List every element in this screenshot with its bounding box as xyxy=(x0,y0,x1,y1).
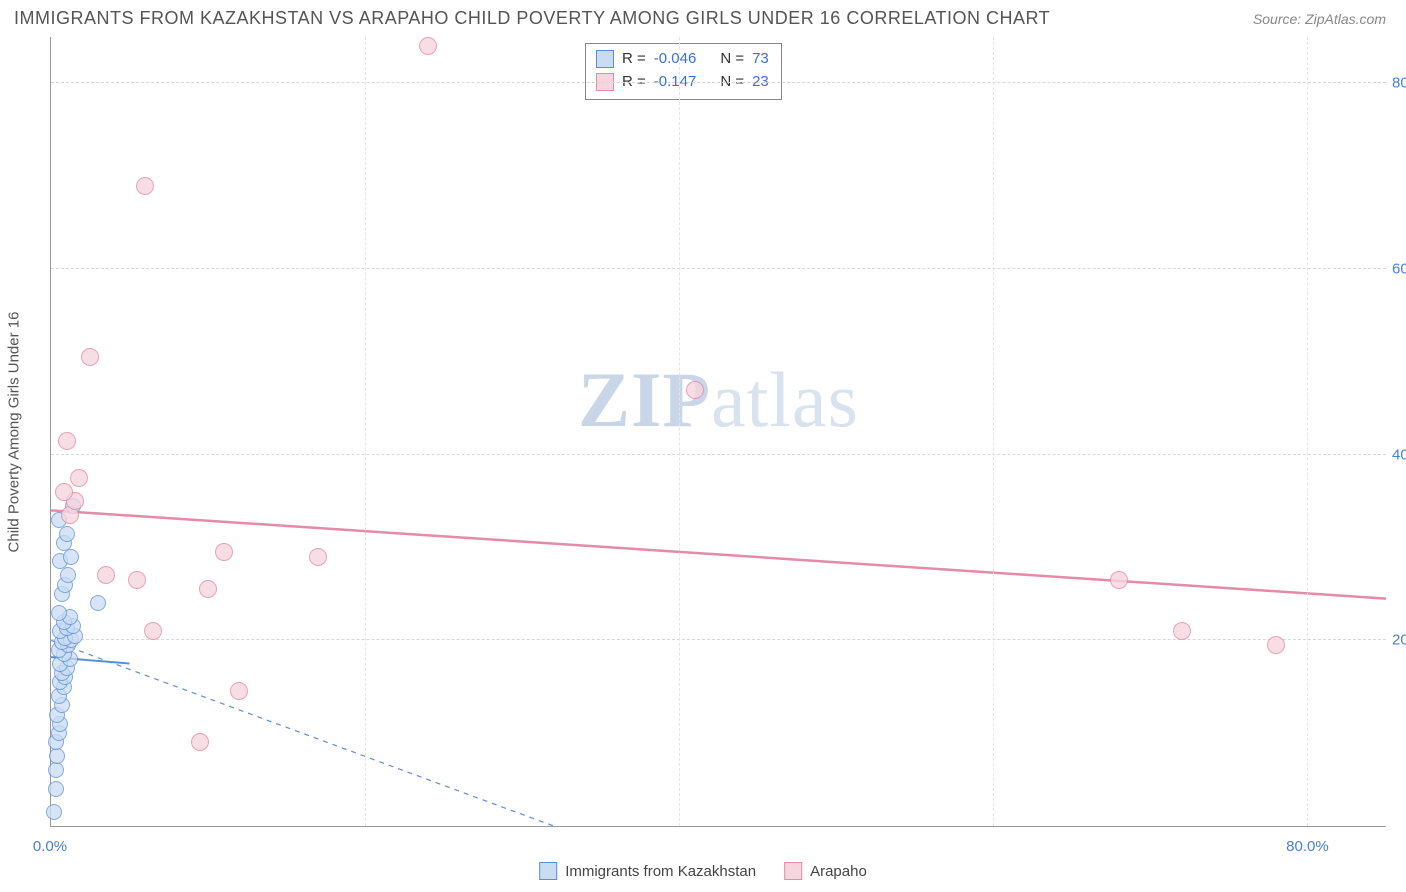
data-point-arapaho xyxy=(58,432,76,450)
legend-r-value: -0.046 xyxy=(654,48,697,71)
y-tick-label: 80.0% xyxy=(1392,75,1406,92)
series-legend: Immigrants from Kazakhstan Arapaho xyxy=(539,862,867,880)
x-tick-max: 80.0% xyxy=(1286,838,1329,855)
correlation-legend: R =-0.046N =73R = -0.147N =23 xyxy=(585,43,782,100)
data-point-arapaho xyxy=(55,483,73,501)
trendline-arapaho xyxy=(51,510,1386,598)
data-point-arapaho xyxy=(215,543,233,561)
trendline-dash-kazakhstan xyxy=(51,640,554,826)
plot-region: ZIPatlas R =-0.046N =73R = -0.147N =23 2… xyxy=(50,37,1386,827)
data-point-kazakhstan xyxy=(48,781,64,797)
data-point-arapaho xyxy=(1110,571,1128,589)
legend-n-label: N = xyxy=(720,48,744,71)
y-axis-label: Child Poverty Among Girls Under 16 xyxy=(6,312,23,553)
data-point-kazakhstan xyxy=(90,595,106,611)
data-point-kazakhstan xyxy=(51,605,67,621)
gridline-vertical xyxy=(679,37,680,826)
legend-r-label: R = xyxy=(622,48,646,71)
data-point-arapaho xyxy=(136,177,154,195)
legend-swatch xyxy=(539,862,557,880)
chart-area: Child Poverty Among Girls Under 16 ZIPat… xyxy=(50,37,1386,827)
data-point-kazakhstan xyxy=(59,526,75,542)
legend-series-item: Immigrants from Kazakhstan xyxy=(539,862,756,880)
data-point-arapaho xyxy=(1267,636,1285,654)
chart-title: IMMIGRANTS FROM KAZAKHSTAN VS ARAPAHO CH… xyxy=(14,8,1050,29)
legend-n-value: 73 xyxy=(752,48,769,71)
legend-stat-row: R = -0.046 N = 73 xyxy=(596,48,769,71)
data-point-arapaho xyxy=(81,348,99,366)
data-point-arapaho xyxy=(144,622,162,640)
trendlines-layer xyxy=(51,37,1386,826)
gridline-horizontal xyxy=(51,268,1386,269)
data-point-arapaho xyxy=(686,381,704,399)
gridline-vertical xyxy=(993,37,994,826)
legend-series-label: Arapaho xyxy=(810,863,867,880)
watermark: ZIPatlas xyxy=(578,355,859,445)
data-point-kazakhstan xyxy=(49,748,65,764)
data-point-arapaho xyxy=(191,733,209,751)
x-tick-min: 0.0% xyxy=(33,838,67,855)
data-point-kazakhstan xyxy=(63,549,79,565)
y-tick-label: 60.0% xyxy=(1392,261,1406,278)
data-point-arapaho xyxy=(419,37,437,55)
source-attribution: Source: ZipAtlas.com xyxy=(1253,11,1386,27)
y-tick-label: 40.0% xyxy=(1392,446,1406,463)
legend-series-item: Arapaho xyxy=(784,862,867,880)
data-point-arapaho xyxy=(1173,622,1191,640)
data-point-arapaho xyxy=(199,580,217,598)
gridline-vertical xyxy=(365,37,366,826)
gridline-vertical xyxy=(1307,37,1308,826)
data-point-kazakhstan xyxy=(60,567,76,583)
gridline-horizontal xyxy=(51,454,1386,455)
y-tick-label: 20.0% xyxy=(1392,632,1406,649)
legend-series-label: Immigrants from Kazakhstan xyxy=(565,863,756,880)
gridline-horizontal xyxy=(51,82,1386,83)
data-point-kazakhstan xyxy=(46,804,62,820)
data-point-arapaho xyxy=(230,682,248,700)
legend-swatch xyxy=(784,862,802,880)
data-point-arapaho xyxy=(70,469,88,487)
data-point-arapaho xyxy=(309,548,327,566)
data-point-kazakhstan xyxy=(48,762,64,778)
data-point-arapaho xyxy=(128,571,146,589)
data-point-arapaho xyxy=(97,566,115,584)
legend-swatch xyxy=(596,50,614,68)
gridline-horizontal xyxy=(51,639,1386,640)
